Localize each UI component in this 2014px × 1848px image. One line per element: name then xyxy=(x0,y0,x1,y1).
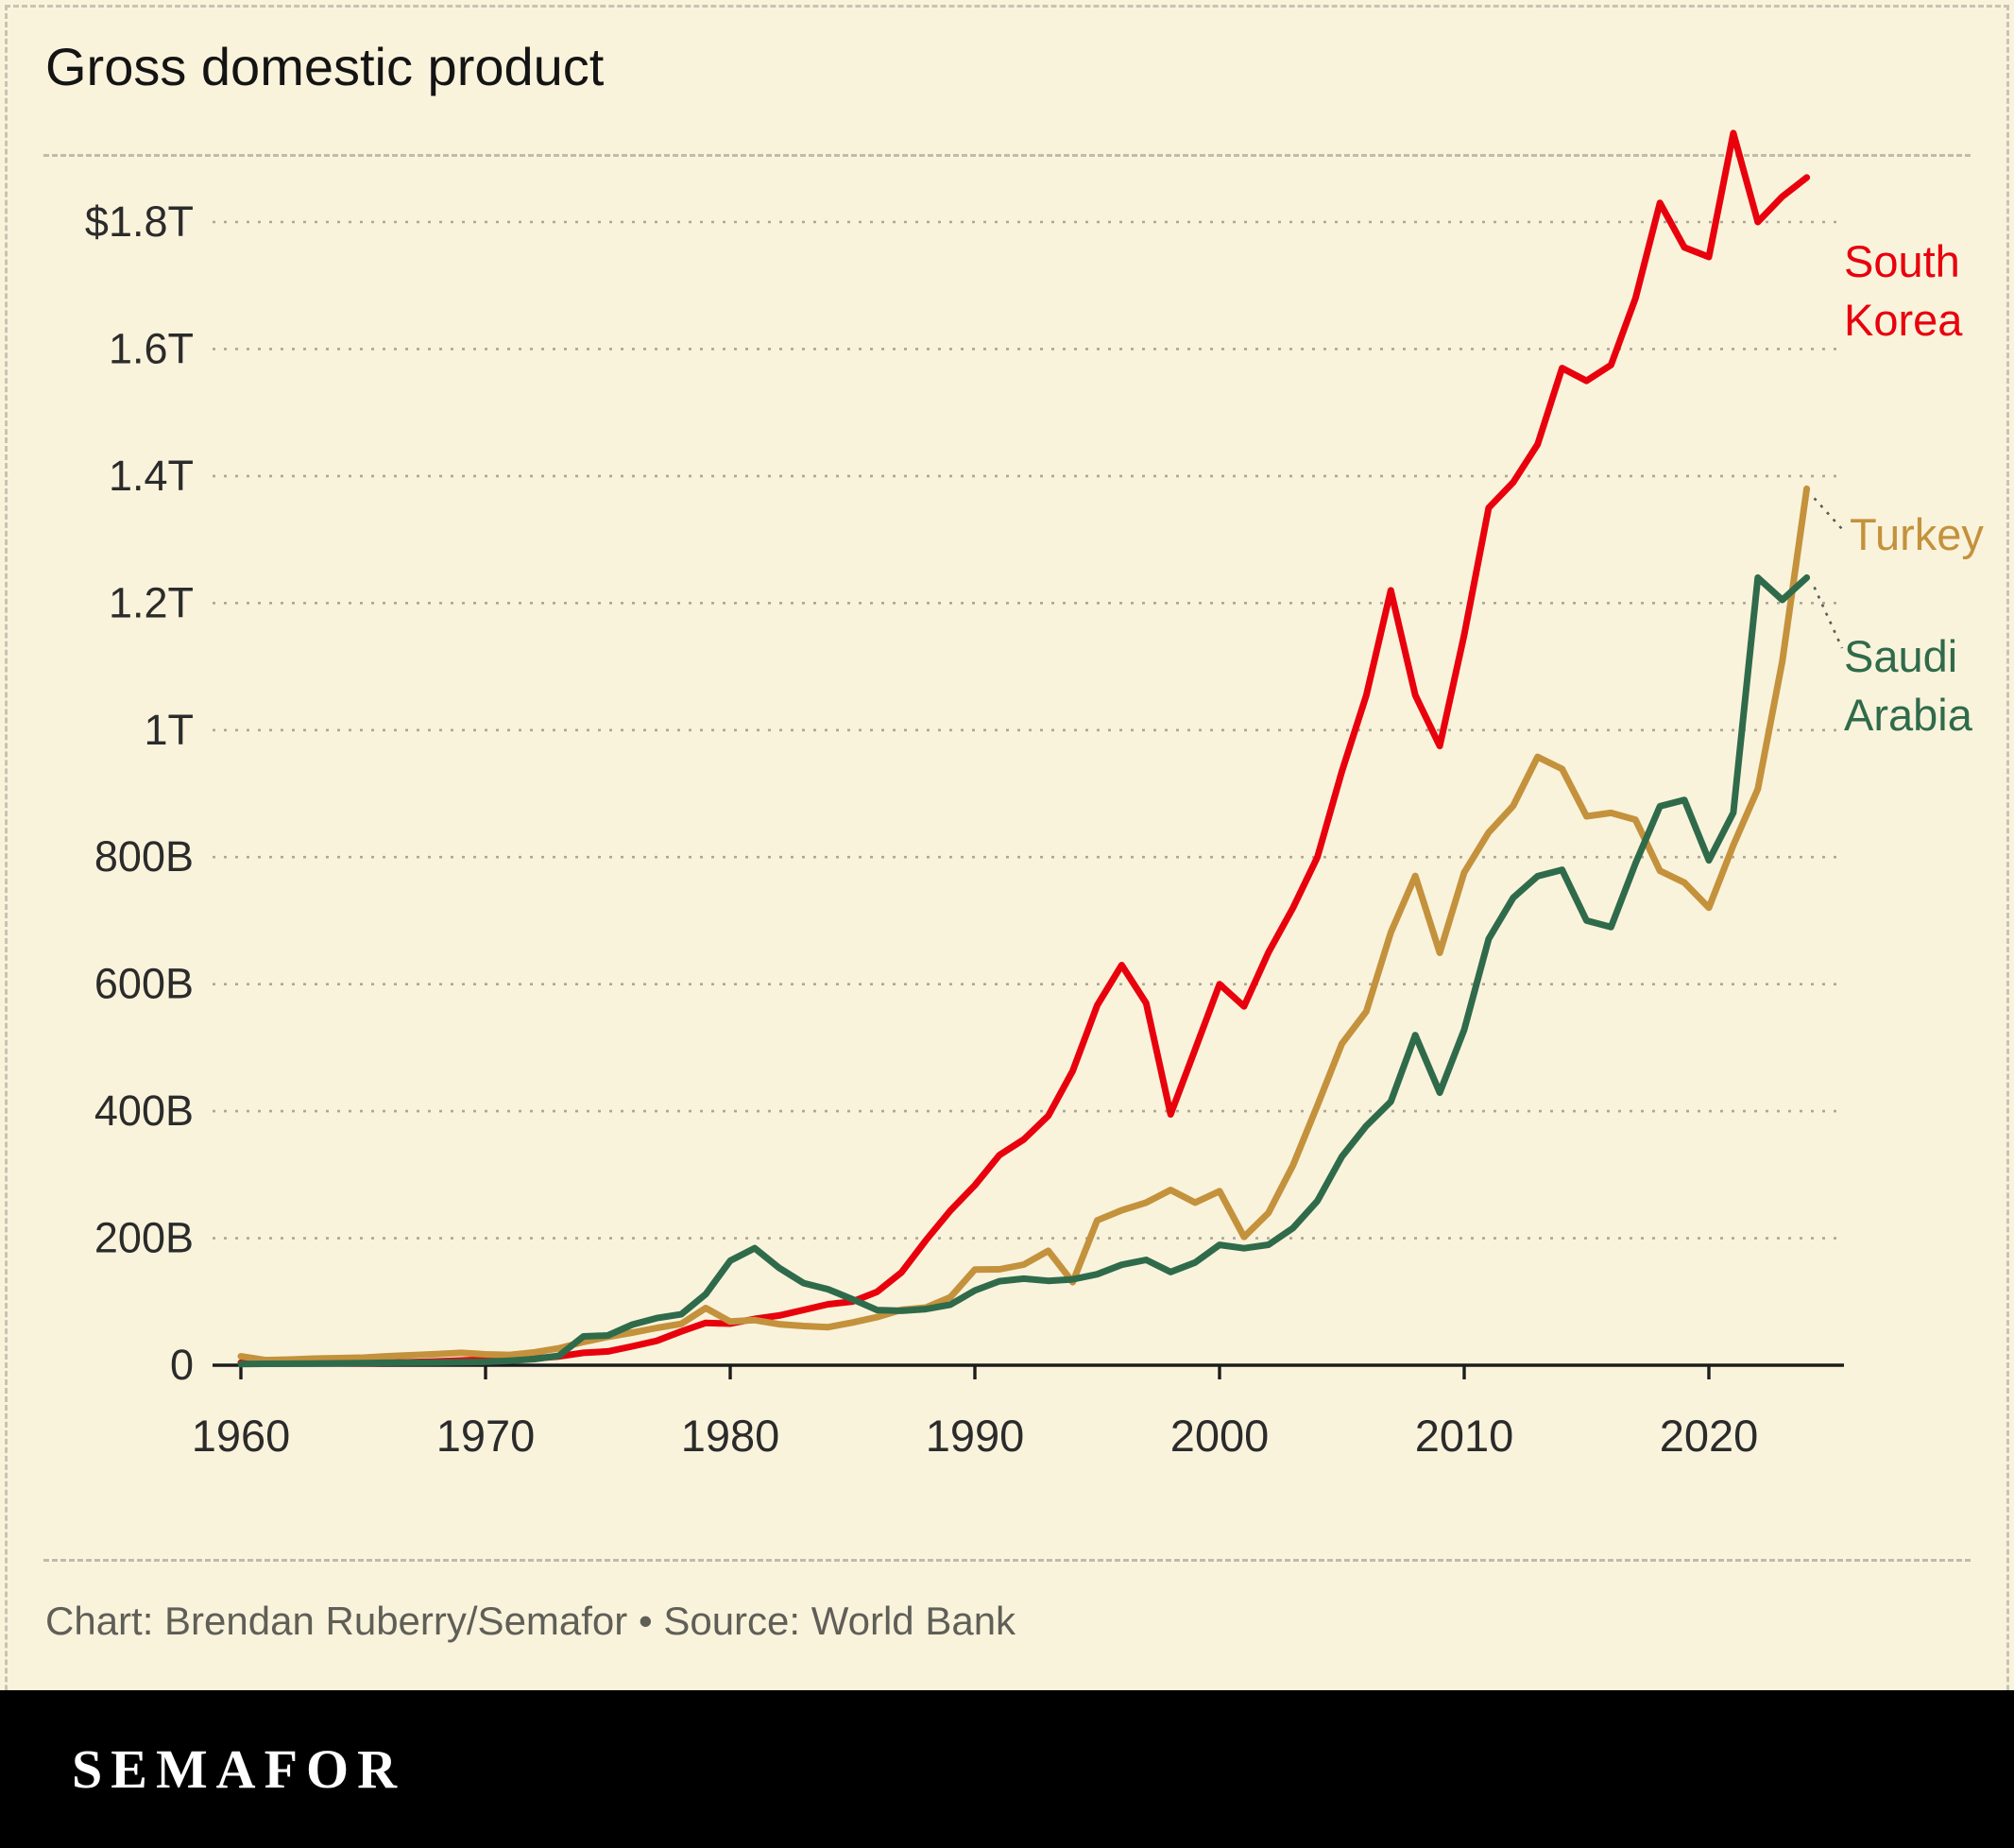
y-tick-label: 600B xyxy=(94,960,194,1008)
y-tick-label: 1.2T xyxy=(109,578,194,626)
series-line-turkey xyxy=(237,485,1811,1364)
y-tick-label: 1.4T xyxy=(109,452,194,500)
y-tick-label: 400B xyxy=(94,1087,194,1135)
bottom-separator xyxy=(43,1559,1971,1562)
y-tick-label: 1.6T xyxy=(109,324,194,372)
series-line-south-korea xyxy=(237,129,1811,1367)
x-tick-label: 2000 xyxy=(1170,1411,1270,1461)
y-tick-label: $1.8T xyxy=(85,197,194,246)
series-label-south-korea: South Korea xyxy=(1844,236,1963,346)
x-tick-label: 1960 xyxy=(192,1411,291,1461)
saudi-arabia-label-connector xyxy=(1813,586,1844,649)
y-tick-label: 1T xyxy=(144,706,194,754)
x-tick-label: 2020 xyxy=(1660,1411,1759,1461)
series-line-saudi-arabia xyxy=(237,573,1811,1368)
chart-title: Gross domestic product xyxy=(45,37,605,96)
y-tick-label: 0 xyxy=(170,1341,194,1389)
semafor-logo-bar: SEMAFOR xyxy=(0,1690,2014,1848)
x-tick-label: 1980 xyxy=(681,1411,780,1461)
x-tick-label: 1970 xyxy=(436,1411,536,1461)
turkey-label-connector xyxy=(1813,497,1843,530)
top-separator xyxy=(43,154,1971,157)
y-tick-label: 200B xyxy=(94,1214,194,1262)
series-label-saudi-arabia: Saudi Arabia xyxy=(1844,631,1972,741)
chart-credit: Chart: Brendan Ruberry/Semafor • Source:… xyxy=(45,1599,1016,1643)
x-tick-label: 2010 xyxy=(1415,1411,1514,1461)
series-label-turkey: Turkey xyxy=(1850,509,1984,559)
y-tick-label: 800B xyxy=(94,832,194,881)
x-tick-label: 1990 xyxy=(926,1411,1025,1461)
semafor-logo: SEMAFOR xyxy=(72,1738,405,1800)
